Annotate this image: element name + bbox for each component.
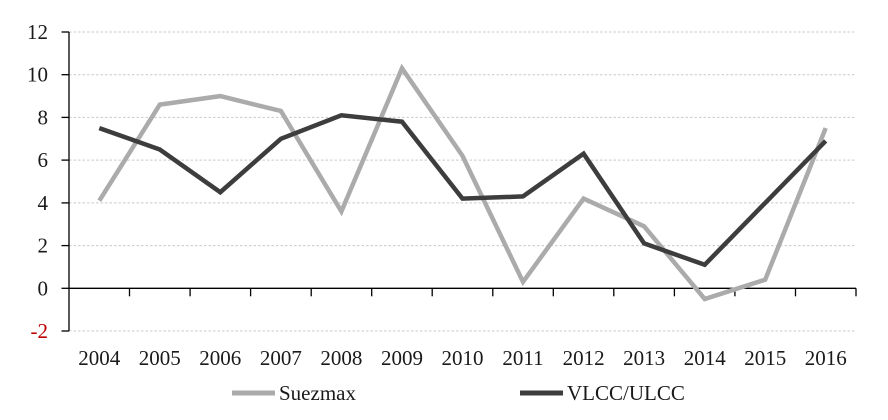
legend-label-suezmax: Suezmax — [279, 381, 356, 405]
y-tick-label: 0 — [38, 276, 49, 300]
y-tick-label: 2 — [38, 234, 49, 258]
x-tick-label: 2005 — [139, 346, 181, 370]
legend-label-vlcc-ulcc: VLCC/ULCC — [567, 381, 685, 405]
y-tick-label: 12 — [27, 20, 48, 44]
x-tick-label: 2009 — [381, 346, 423, 370]
x-tick-label: 2006 — [199, 346, 241, 370]
x-tick-label: 2007 — [260, 346, 302, 370]
series-line-suezmax — [97, 63, 828, 302]
x-tick-label: 2010 — [442, 346, 484, 370]
x-tick-label: 2016 — [805, 346, 847, 370]
x-tick-label: 2008 — [320, 346, 362, 370]
x-tick-label: 2013 — [623, 346, 665, 370]
series-line-vlcc-ulcc — [98, 113, 828, 268]
x-tick-label: 2014 — [684, 346, 727, 370]
y-tick-label: 8 — [38, 105, 49, 129]
x-tick-label: 2015 — [744, 346, 786, 370]
y-tick-label: 4 — [38, 191, 49, 215]
x-tick-label: 2012 — [563, 346, 605, 370]
x-tick-label: 2004 — [78, 346, 121, 370]
y-tick-label: 10 — [27, 63, 48, 87]
y-tick-label: -2 — [31, 319, 49, 343]
x-tick-label: 2011 — [502, 346, 543, 370]
y-tick-label: 6 — [38, 148, 49, 172]
